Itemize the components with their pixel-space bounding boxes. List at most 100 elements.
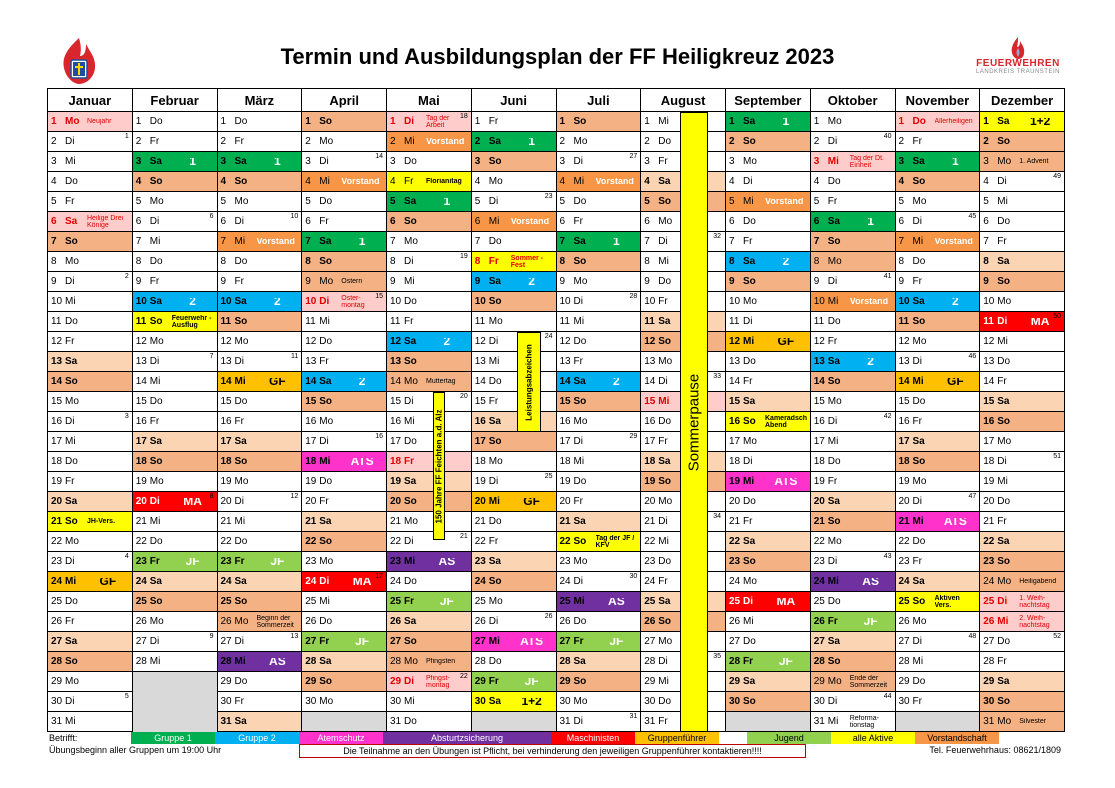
day-number: 23 <box>898 556 910 567</box>
day-cell: 18 Di <box>725 451 811 472</box>
day-cell: 10 Sa 2 <box>131 291 218 312</box>
day-cell: 18 Do <box>47 451 133 472</box>
day-number: 22 <box>983 536 995 547</box>
weekday: Do <box>658 556 672 567</box>
day-number: 20 <box>813 496 825 507</box>
group-label: JF <box>609 638 624 645</box>
weekday: Mi <box>404 136 415 147</box>
day-cell: 10 Sa 2 <box>894 291 981 312</box>
weekday: Mi <box>404 556 416 567</box>
day-row: 26 Fr 26 Mo 26 Mo Beginn der Sommerzeit 26 Do 26 S… <box>47 611 1065 632</box>
week-number: 22 <box>459 673 468 680</box>
day-number: 25 <box>51 596 63 607</box>
day-cell: 28 Mi <box>894 651 981 672</box>
day-number: 22 <box>559 536 571 547</box>
day-number: 14 <box>559 376 571 387</box>
group-label: 1 <box>867 218 874 225</box>
event-label: Neujahr <box>87 118 112 125</box>
day-row: 9 Di 2 9 Fr 9 Fr 9 Mo Ostern 9 Mi 9 Sa 2 9 Mo 9 Do 9 So 9 Di 41… <box>47 271 1065 292</box>
day-cell: 11 So Feuerwehr - Ausflug <box>131 311 218 332</box>
day-number: 2 <box>135 136 142 147</box>
day-cell: 12 Fr <box>47 331 133 352</box>
weekday: Di <box>65 416 75 427</box>
day-number: 13 <box>644 356 656 367</box>
weekday: Fr <box>658 576 668 587</box>
month-header: August <box>640 88 726 112</box>
day-cell: 12 Mo <box>894 331 981 352</box>
day-cell: 7 Mi Vorstand <box>216 231 303 252</box>
day-cell: 4 Do <box>47 171 133 192</box>
event-label: Vorstand <box>256 238 295 245</box>
weekday: Do <box>912 536 926 547</box>
weekday: Sa <box>573 516 586 527</box>
weekday: So <box>743 416 756 427</box>
weekday: Do <box>65 596 78 607</box>
group-label: GF <box>523 498 540 505</box>
day-cell: 5 Mi <box>979 191 1065 212</box>
weekday: So <box>234 316 248 327</box>
day-number: 3 <box>220 156 227 167</box>
day-cell: 13 Di 46 <box>894 351 981 372</box>
day-number: 17 <box>813 436 825 447</box>
day-number: 8 <box>559 256 566 267</box>
day-cell: 20 Di 12 <box>216 491 303 512</box>
day-cell: 19 Mo <box>216 471 303 492</box>
weekday: Mo <box>997 576 1012 587</box>
day-cell: 14 Mi <box>131 371 218 392</box>
day-cell: 23 Fr <box>894 551 981 572</box>
day-number: 25 <box>813 596 825 607</box>
day-number: 10 <box>51 296 63 307</box>
day-number: 10 <box>390 296 402 307</box>
weekday: Mi <box>827 436 839 447</box>
day-cell: 16 Di 3 <box>47 411 133 432</box>
day-number: 16 <box>135 416 147 427</box>
weekday: Do <box>234 536 248 547</box>
day-number: 6 <box>305 216 311 227</box>
day-number: 12 <box>305 336 317 347</box>
day-number: 27 <box>813 636 825 647</box>
weekday: Fr <box>658 716 668 727</box>
day-cell: 7 Fr <box>979 231 1065 252</box>
weekday: Fr <box>488 116 499 127</box>
day-number: 29 <box>813 676 825 687</box>
day-cell: 20 Di MA 8 <box>131 491 218 512</box>
day-number: 31 <box>559 716 571 727</box>
day-number: 26 <box>644 616 656 627</box>
day-number: 24 <box>305 576 317 587</box>
weekday: Sa <box>149 156 162 167</box>
day-cell: 15 Mo <box>47 391 133 412</box>
day-number: 25 <box>474 596 486 607</box>
day-number: 1 <box>135 116 142 127</box>
weekday: Fr <box>658 156 668 167</box>
day-cell: 13 Di 7 <box>131 351 218 372</box>
day-number: 19 <box>390 476 402 487</box>
weekday: Di <box>234 636 244 647</box>
day-number: 18 <box>135 456 147 467</box>
day-cell: 7 Sa 1 <box>555 231 642 252</box>
day-number: 25 <box>983 596 995 607</box>
week-number: 4 <box>124 553 129 560</box>
day-cell: 15 Sa <box>979 391 1065 412</box>
weekday: Sa <box>404 476 417 487</box>
day-number: 27 <box>390 636 402 647</box>
weekday: Sa <box>488 696 501 707</box>
day-number: 25 <box>390 596 402 607</box>
weekday: Sa <box>234 716 247 727</box>
week-number: 20 <box>459 393 468 400</box>
legend-item: Atemschutz <box>299 732 383 744</box>
event-label: Heilige Drei Könige <box>87 214 124 229</box>
day-number: 31 <box>813 716 825 727</box>
day-cell: 20 Do <box>725 491 811 512</box>
legend-item: Jugend <box>747 732 831 744</box>
day-cell: 7 Fr <box>725 231 811 252</box>
day-number: 18 <box>559 456 571 467</box>
weekday: So <box>658 336 672 347</box>
weekday: So <box>997 556 1011 567</box>
weekday: Mi <box>319 596 330 607</box>
day-number: 26 <box>474 616 486 627</box>
day-cell: 29 Di Pfingst-montag 22 <box>386 671 472 692</box>
weekday: Do <box>234 676 248 687</box>
day-number: 4 <box>305 176 311 187</box>
week-number: 3 <box>124 413 129 420</box>
day-cell: 28 Fr JF <box>725 651 811 672</box>
